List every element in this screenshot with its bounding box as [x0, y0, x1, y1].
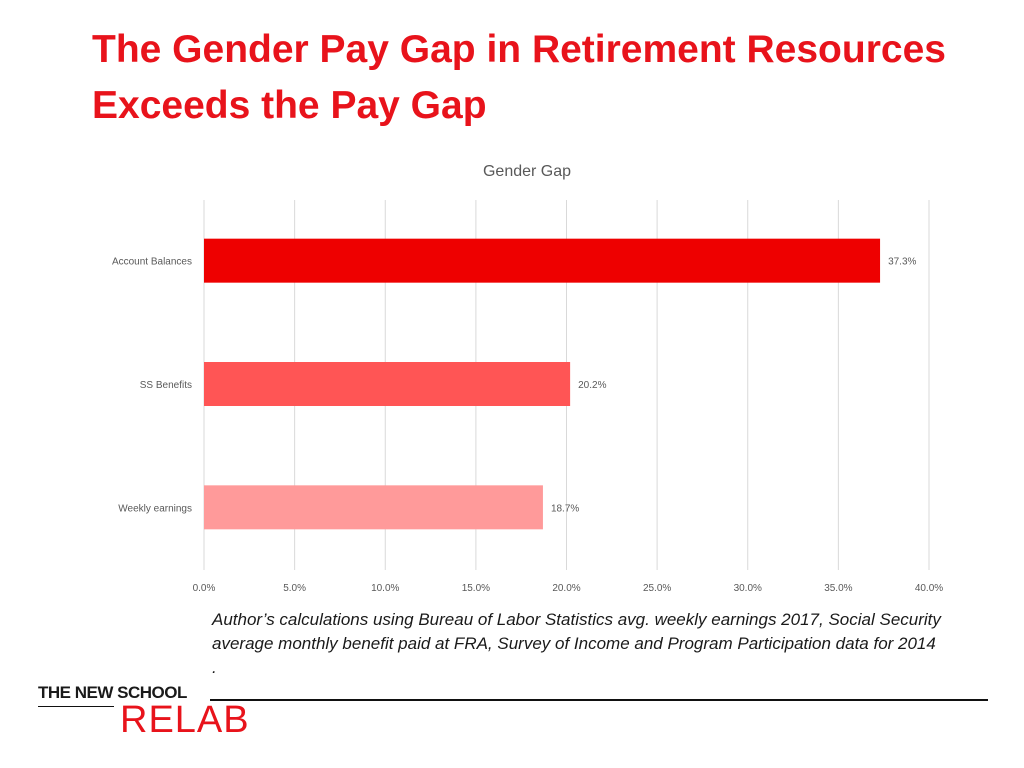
- bar-value-label: 37.3%: [888, 257, 916, 268]
- x-tick-label: 15.0%: [462, 583, 490, 594]
- y-category-label: Account Balances: [112, 257, 192, 268]
- slide-title: The Gender Pay Gap in Retirement Resourc…: [92, 22, 992, 134]
- x-tick-label: 30.0%: [734, 583, 762, 594]
- chart-title: Gender Gap: [483, 163, 571, 180]
- new-school-relab-logo: THE NEW SCHOOL RELAB: [38, 683, 249, 741]
- footer-divider: [210, 699, 988, 701]
- slide-title-line-1: The Gender Pay Gap in Retirement Resourc…: [92, 28, 946, 71]
- x-tick-label: 0.0%: [193, 583, 216, 594]
- x-tick-label: 5.0%: [283, 583, 306, 594]
- bar: [204, 485, 543, 530]
- logo-relab: RELAB: [120, 699, 250, 741]
- bar-value-label: 18.7%: [551, 503, 579, 514]
- x-tick-label: 25.0%: [643, 583, 671, 594]
- bar-value-label: 20.2%: [578, 380, 606, 391]
- bar: [204, 362, 571, 406]
- x-tick-label: 35.0%: [824, 583, 852, 594]
- x-tick-label: 40.0%: [915, 583, 943, 594]
- logo-the-new-school: THE NEW SCHOOL: [38, 683, 187, 702]
- gender-gap-bar-chart: Gender Gap 0.0% 5.0% 10.0% 15.0% 20.0% 25.0% 30…: [112, 163, 943, 594]
- y-category-label: SS Benefits: [140, 380, 192, 391]
- source-caption: Author’s calculations using Bureau of La…: [212, 610, 941, 677]
- y-category-label: Weekly earnings: [118, 503, 192, 514]
- x-tick-label: 20.0%: [552, 583, 580, 594]
- x-tick-label: 10.0%: [371, 583, 399, 594]
- bar: [204, 238, 881, 283]
- logo-underline: [38, 706, 114, 707]
- slide-title-line-2: Exceeds the Pay Gap: [92, 84, 487, 127]
